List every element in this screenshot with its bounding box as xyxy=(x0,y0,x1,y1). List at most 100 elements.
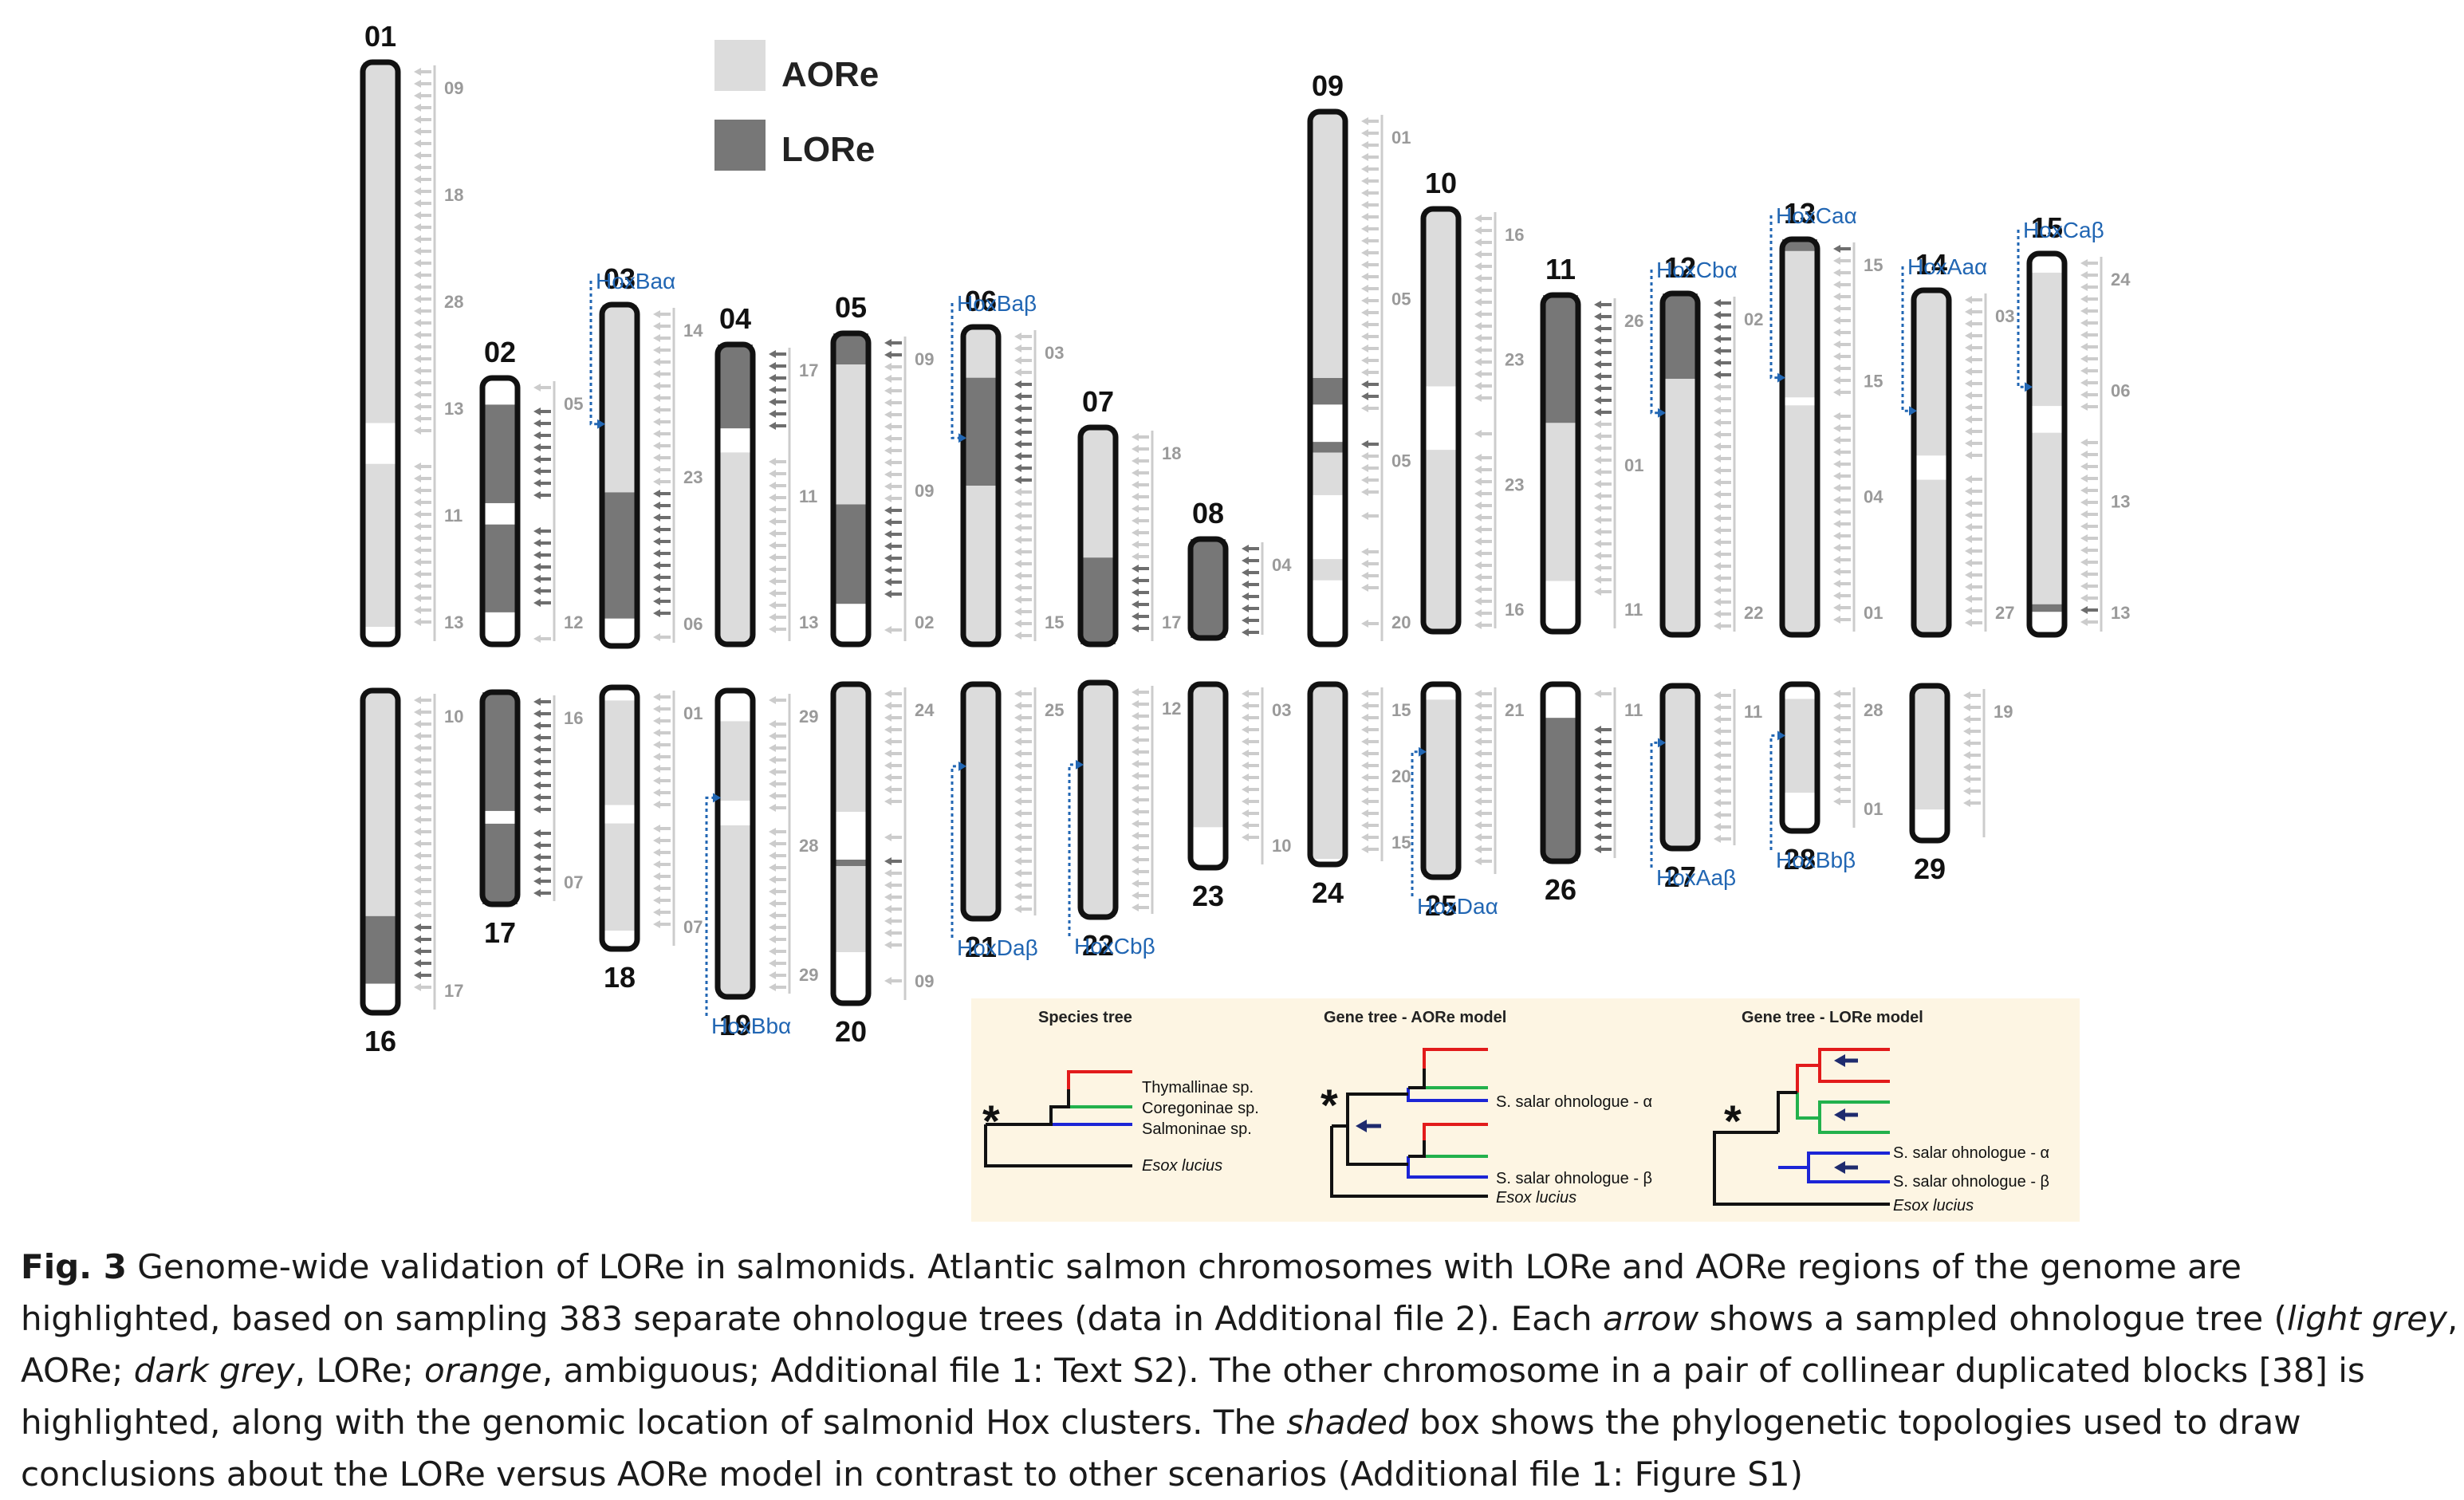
chromosome-28-region-unassigned xyxy=(1782,684,1817,699)
legend-lore-label: LORe xyxy=(781,130,875,169)
hox-cluster-connector xyxy=(1650,270,1664,415)
partner-chromosome-label: 19 xyxy=(1994,702,2013,722)
ohnologue-tree-arrow-head xyxy=(1594,774,1601,781)
ohnologue-tree-arrow-head xyxy=(414,618,421,626)
ohnologue-tree-arrow-head xyxy=(414,840,421,848)
species-branch-black xyxy=(984,1124,1132,1167)
aore-ohnologue-beta: S. salar ohnologue - β xyxy=(1496,1170,1652,1187)
caption-emphasis: orange xyxy=(423,1351,542,1390)
ohnologue-tree-arrow-head xyxy=(884,470,892,478)
ohnologue-tree-arrow-head xyxy=(1714,574,1721,582)
ohnologue-tree-arrow-head xyxy=(1361,165,1368,173)
ohnologue-tree-arrow-head xyxy=(1594,797,1601,805)
ohnologue-tree-arrow-head xyxy=(414,116,421,124)
ohnologue-tree-arrow-head xyxy=(1361,464,1368,472)
ohnologue-tree-arrow-head xyxy=(1965,547,1972,555)
chromosome-15-label: 15 xyxy=(2031,211,2063,244)
ohnologue-tree-arrow-head xyxy=(1594,468,1601,476)
ohnologue-tree-arrow-head xyxy=(1963,775,1970,783)
ohnologue-tree-arrow-head xyxy=(414,355,421,363)
chromosome-29-region-unassigned xyxy=(1912,809,1947,841)
ohnologue-tree-arrow-head xyxy=(1594,552,1601,560)
ohnologue-tree-arrow-head xyxy=(653,633,660,641)
ohnologue-tree-arrow-head xyxy=(1474,726,1482,734)
ohnologue-tree-arrow-head xyxy=(2080,522,2088,530)
partner-chromosome-label: 29 xyxy=(799,707,818,726)
ohnologue-tree-arrow-head xyxy=(1714,526,1721,534)
ohnologue-tree-arrow-head xyxy=(1361,726,1368,734)
ohnologue-tree-arrow-head xyxy=(1594,690,1601,698)
partner-chromosome-label: 02 xyxy=(1744,309,1763,329)
ohnologue-tree-arrow-head xyxy=(414,534,421,542)
ohnologue-tree-arrow-head xyxy=(1242,545,1249,553)
chromosome-14-region-aore xyxy=(1914,479,1949,635)
ohnologue-tree-arrow-head xyxy=(414,606,421,614)
ohnologue-tree-arrow-head xyxy=(653,765,660,773)
ohnologue-tree-arrow-head xyxy=(769,518,776,526)
ohnologue-tree-arrow-head xyxy=(1132,457,1139,465)
ohnologue-tree-arrow-head xyxy=(414,959,421,967)
hox-cluster-label: HoxBaβ xyxy=(957,291,1037,316)
ohnologue-tree-arrow-head xyxy=(2080,486,2088,494)
caption-line-1: Fig. 3 Genome-wide validation of LORe in… xyxy=(21,1241,2445,1293)
ohnologue-tree-arrow-head xyxy=(2080,594,2088,602)
chromosome-05: 09 09 02 05 xyxy=(830,291,934,648)
ohnologue-tree-arrow-head xyxy=(533,635,541,643)
ohnologue-tree-arrow-head xyxy=(1714,622,1721,630)
ohnologue-tree-arrow-head xyxy=(1242,690,1249,698)
ohnologue-tree-arrow-head xyxy=(769,410,776,418)
chromosome-26-label: 26 xyxy=(1545,873,1576,906)
ohnologue-tree-arrow-head xyxy=(414,307,421,315)
ohnologue-tree-arrow-head xyxy=(1474,750,1482,758)
ohnologue-tree-arrow-head xyxy=(1474,370,1482,378)
chromosome-02-region-unassigned xyxy=(482,502,518,525)
partner-chromosome-label: 17 xyxy=(444,981,463,1001)
ohnologue-tree-arrow-head xyxy=(1714,787,1721,795)
species-label-3: Salmoninae sp. xyxy=(1142,1120,1252,1138)
ohnologue-tree-arrow-head xyxy=(1014,845,1021,853)
ohnologue-tree-arrow-head xyxy=(1965,595,1972,603)
ohnologue-tree-arrow-head xyxy=(1132,469,1139,477)
chromosome-20-region-unassigned xyxy=(833,952,868,1003)
hox-cluster-marker xyxy=(1909,406,1917,416)
chromosome-13-outline xyxy=(1779,236,1820,638)
ohnologue-tree-arrow-head xyxy=(414,343,421,351)
ohnologue-tree-arrow-head xyxy=(1014,476,1021,484)
ohnologue-tree-arrow-head xyxy=(533,467,541,475)
partner-chromosome-label: 13 xyxy=(799,612,818,632)
ohnologue-tree-arrow-head xyxy=(414,876,421,884)
ohnologue-tree-arrow-head xyxy=(1965,356,1972,364)
ohnologue-tree-arrow-head xyxy=(2080,439,2088,447)
chromosome-10-region-aore xyxy=(1423,450,1458,632)
ohnologue-tree-arrow-head xyxy=(1014,572,1021,580)
partner-chromosome-label: 15 xyxy=(1045,612,1064,632)
chromosome-19-label: 19 xyxy=(719,1009,751,1041)
legend-lore-swatch xyxy=(714,120,766,171)
ohnologue-tree-arrow-head xyxy=(769,947,776,955)
caption-text: AORe; xyxy=(21,1351,134,1390)
ohnologue-tree-arrow-head xyxy=(1594,504,1601,512)
ohnologue-tree-arrow-head xyxy=(533,587,541,595)
ohnologue-tree-arrow-head xyxy=(533,877,541,885)
partner-chromosome-label: 01 xyxy=(683,703,703,723)
ohnologue-tree-arrow-head xyxy=(1361,129,1368,137)
chromosome-06-outline xyxy=(960,324,1002,648)
ohnologue-tree-arrow-head xyxy=(1833,690,1840,698)
ohnologue-tree-arrow-head xyxy=(1833,532,1840,540)
chromosome-12-label: 12 xyxy=(1664,251,1696,284)
ohnologue-tree-arrow-head xyxy=(1965,320,1972,328)
ohnologue-tree-arrow-head xyxy=(1714,490,1721,498)
chromosome-03-label: 03 xyxy=(604,262,636,295)
species-branch-red xyxy=(1067,1070,1132,1089)
ohnologue-tree-arrow-head xyxy=(1474,702,1482,710)
chromosome-19-outline xyxy=(714,687,756,1000)
ohnologue-tree-arrow-head xyxy=(414,427,421,435)
ohnologue-tree-arrow-head xyxy=(1714,514,1721,522)
ohnologue-tree-arrow-head xyxy=(653,346,660,354)
chromosome-17-region-unassigned xyxy=(482,810,518,824)
ohnologue-tree-arrow-head xyxy=(769,362,776,370)
legend-aore-label: AORe xyxy=(781,55,879,94)
ohnologue-tree-arrow-head xyxy=(414,864,421,872)
chromosome-15-region-aore xyxy=(2029,272,2064,407)
